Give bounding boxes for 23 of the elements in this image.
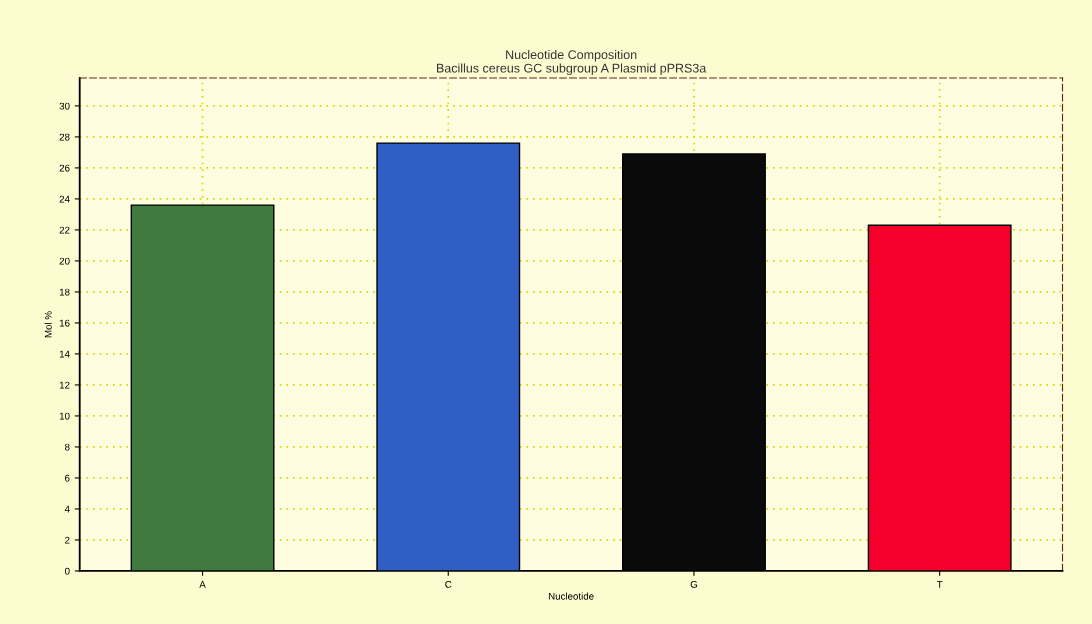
y-tick-label: 2 xyxy=(65,536,70,544)
x-tick-label: G xyxy=(690,580,698,588)
y-tick-label: 20 xyxy=(59,257,70,265)
y-tick-label: 12 xyxy=(59,381,70,389)
x-tick-label: T xyxy=(936,581,943,588)
y-tick-label: 22 xyxy=(59,226,70,234)
y-axis-title: Mol % xyxy=(44,311,52,338)
y-tick-label: 24 xyxy=(59,195,70,203)
y-tick-label: 30 xyxy=(59,102,70,110)
y-tick-label: 26 xyxy=(59,164,70,172)
x-tick-label: C xyxy=(445,580,452,588)
chart-title: Nucleotide Composition Bacillus cereus GC subgroup A Plasmid pPRS3a xyxy=(437,49,707,76)
y-tick-label: 8 xyxy=(65,443,70,451)
y-tick-label: 14 xyxy=(59,350,70,358)
y-tick-label: 0 xyxy=(64,567,70,575)
x-tick-label: A xyxy=(199,581,206,588)
y-tick-label: 18 xyxy=(59,288,70,296)
y-tick-label: 16 xyxy=(59,319,70,327)
y-tick-label: 10 xyxy=(59,412,70,420)
y-tick-label: 4 xyxy=(64,505,70,513)
y-tick-label: 6 xyxy=(65,474,70,482)
x-axis-title: Nucleotide xyxy=(548,592,594,600)
y-tick-label: 28 xyxy=(59,133,70,141)
